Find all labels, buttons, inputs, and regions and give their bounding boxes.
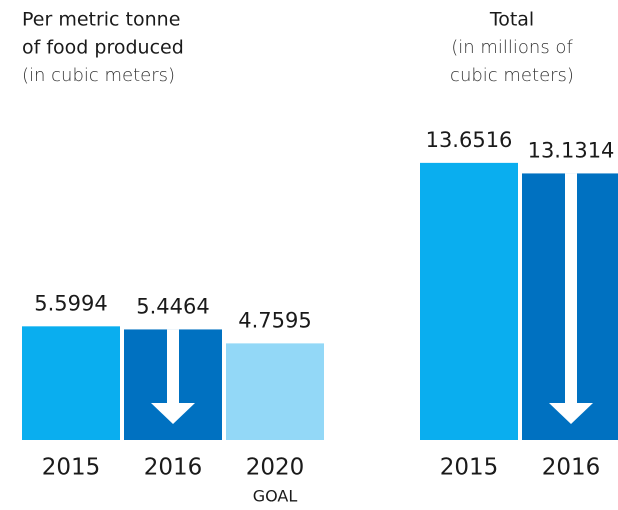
decrease-arrow: [151, 329, 195, 424]
value-label: 4.7595: [238, 308, 311, 332]
value-label: 13.1314: [528, 138, 615, 162]
value-label: 13.6516: [426, 128, 513, 152]
chart-subtitle: (in millions of: [451, 37, 573, 58]
bar: [226, 343, 324, 440]
chart-title: Per metric tonne: [22, 9, 180, 31]
x-tick-label: 2015: [42, 455, 101, 481]
value-label: 5.5994: [34, 291, 107, 315]
chart-subtitle: (in cubic meters): [22, 65, 175, 86]
value-label: 5.4464: [136, 294, 209, 318]
x-tick-label: 2015: [440, 455, 499, 481]
x-tick-label: 2016: [144, 455, 203, 481]
bar: [420, 162, 518, 441]
chart-subtitle: cubic meters): [450, 65, 574, 86]
chart-title: Total: [489, 9, 534, 31]
x-tick-label: 2020: [246, 455, 305, 481]
annotation: GOAL: [253, 487, 298, 506]
bar: [22, 326, 120, 440]
x-tick-label: 2016: [542, 455, 601, 481]
decrease-arrow: [549, 173, 593, 424]
chart-title: of food produced: [22, 37, 184, 59]
